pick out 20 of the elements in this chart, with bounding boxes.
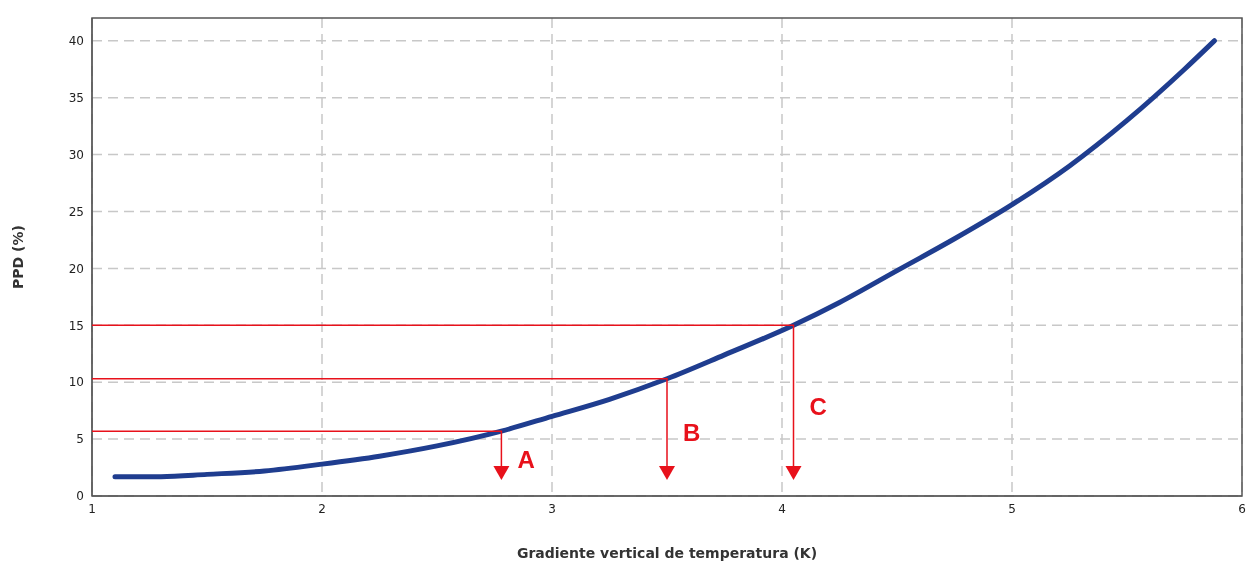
annotation: A — [517, 445, 535, 473]
y-tick-label: 30 — [68, 147, 84, 162]
annotation: C — [809, 392, 827, 420]
y-tick-label: 40 — [68, 34, 84, 49]
x-tick-label: 1 — [88, 501, 96, 516]
annotation: B — [683, 419, 701, 447]
y-tick-label: 20 — [68, 261, 84, 276]
x-tick-label: 4 — [778, 501, 786, 516]
y-tick-label: 0 — [76, 489, 84, 504]
x-axis-title: Gradiente vertical de temperatura (K) — [516, 545, 818, 561]
x-tick-label: 2 — [318, 501, 326, 516]
y-tick-label: 25 — [68, 204, 84, 219]
y-tick-label: 10 — [68, 375, 84, 390]
x-tick-label: 6 — [1238, 501, 1246, 516]
y-axis-title: PPD (%) — [9, 225, 26, 289]
x-tick-label: 5 — [1008, 501, 1016, 516]
y-tick-label: 5 — [76, 432, 84, 447]
x-tick-label: 3 — [548, 501, 556, 516]
y-tick-label: 15 — [68, 318, 84, 333]
y-tick-label: 35 — [68, 90, 84, 105]
